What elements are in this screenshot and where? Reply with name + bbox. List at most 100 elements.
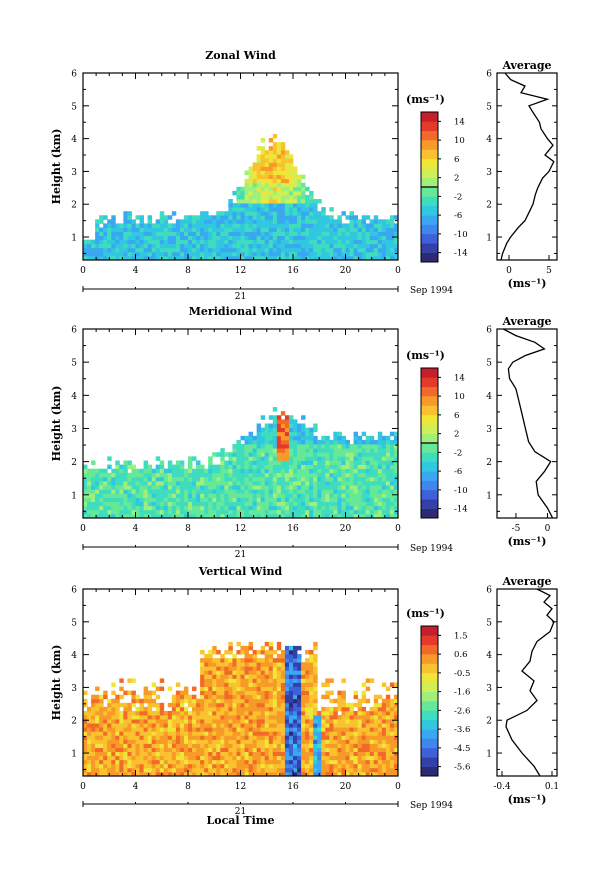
heatmap-cell — [297, 698, 302, 704]
heatmap-cell — [301, 460, 306, 465]
heatmap-cell — [361, 464, 367, 470]
heatmap-cell — [389, 759, 395, 765]
heatmap-cell — [171, 747, 177, 753]
heatmap-cell — [389, 243, 395, 249]
heatmap-cell — [272, 755, 278, 761]
heatmap-cell — [369, 751, 375, 757]
heatmap-cell — [99, 247, 104, 253]
heatmap-cell — [159, 715, 165, 720]
heatmap-cell — [252, 481, 258, 486]
heatmap-cell — [147, 735, 153, 740]
heatmap-cell — [297, 493, 302, 498]
heatmap-cell — [280, 727, 286, 732]
heatmap-cell — [155, 481, 161, 486]
heatmap-cell — [143, 255, 149, 261]
colorbar-swatch — [421, 626, 438, 636]
heatmap-cell — [119, 686, 124, 692]
heatmap-cell — [297, 682, 302, 687]
heatmap-cell — [301, 464, 306, 470]
heatmap-cell — [297, 739, 302, 744]
heatmap-cell — [208, 243, 213, 249]
heatmap-cell — [309, 727, 314, 732]
heatmap-cell — [212, 706, 217, 712]
heatmap-cell — [159, 251, 165, 257]
heatmap-cell — [248, 247, 254, 253]
heatmap-cell — [220, 223, 225, 228]
heatmap-cell — [393, 472, 399, 478]
heatmap-cell — [179, 763, 185, 769]
heatmap-cell — [260, 476, 266, 482]
heatmap-cell — [175, 509, 181, 515]
heatmap-cell — [248, 706, 254, 712]
heatmap-cell — [309, 731, 314, 736]
heatmap-cell — [208, 497, 213, 502]
heatmap-cell — [393, 682, 399, 687]
heatmap-cell — [293, 743, 298, 748]
heatmap-cell — [155, 497, 161, 502]
heatmap-cell — [276, 751, 282, 757]
heatmap-cell — [272, 182, 278, 188]
heatmap-cell — [293, 255, 298, 261]
heatmap-cell — [297, 431, 302, 437]
heatmap-cell — [135, 501, 140, 507]
heatmap-cell — [288, 231, 294, 237]
heatmap-cell — [248, 178, 254, 184]
heatmap-cell — [276, 690, 282, 696]
heatmap-cell — [208, 723, 213, 728]
heatmap-cell — [163, 710, 169, 716]
heatmap-cell — [99, 723, 104, 728]
heatmap-cell — [236, 735, 241, 740]
heatmap-cell — [373, 235, 379, 241]
heatmap-cell — [385, 464, 391, 470]
heatmap-cell — [127, 771, 132, 777]
heatmap-cell — [127, 723, 132, 728]
heatmap-cell — [337, 755, 342, 761]
heatmap-cell — [91, 743, 96, 748]
heatmap-cell — [252, 759, 258, 765]
heatmap-cell — [220, 759, 225, 765]
heatmap-cell — [349, 219, 354, 224]
x-tick-label: 8 — [185, 266, 191, 276]
heatmap-cell — [276, 154, 282, 159]
heatmap-cell — [224, 211, 229, 216]
heatmap-cell — [256, 178, 262, 184]
y-tick-label: 1 — [71, 750, 77, 760]
heatmap-cell — [297, 645, 302, 651]
heatmap-cell — [135, 472, 140, 478]
heatmap-cell — [139, 485, 144, 490]
heatmap-cell — [167, 468, 173, 474]
heatmap-cell — [220, 739, 225, 744]
heatmap-cell — [353, 251, 359, 257]
heatmap-cell — [317, 239, 322, 245]
heatmap-cell — [147, 513, 153, 519]
heatmap-cell — [151, 505, 157, 511]
heatmap-cell — [103, 706, 108, 712]
heatmap-cell — [293, 649, 298, 655]
heatmap-cell — [99, 505, 104, 511]
heatmap-cell — [333, 219, 338, 224]
heatmap-cell — [393, 706, 399, 712]
y-tick-label: 1 — [71, 491, 77, 501]
heatmap-cell — [95, 247, 100, 253]
heatmap-cell — [268, 513, 274, 519]
heatmap-cell — [293, 715, 298, 720]
heatmap-cell — [143, 231, 149, 237]
heatmap-cell — [293, 468, 298, 474]
heatmap-cell — [297, 662, 302, 667]
heatmap-cell — [341, 456, 346, 461]
heatmap-cell — [248, 755, 254, 761]
heatmap-cell — [107, 485, 112, 490]
heatmap-cell — [329, 706, 334, 712]
heatmap-cell — [369, 501, 375, 507]
heatmap-cell — [272, 682, 278, 687]
heatmap-cell — [321, 710, 326, 716]
heatmap-cell — [349, 727, 354, 732]
heatmap-cell — [329, 472, 334, 478]
heatmap-cell — [208, 698, 213, 704]
heatmap-cell — [276, 190, 282, 196]
heatmap-cell — [276, 251, 282, 257]
heatmap-cell — [179, 509, 185, 515]
heatmap-cell — [305, 464, 310, 470]
heatmap-cell — [111, 223, 116, 228]
